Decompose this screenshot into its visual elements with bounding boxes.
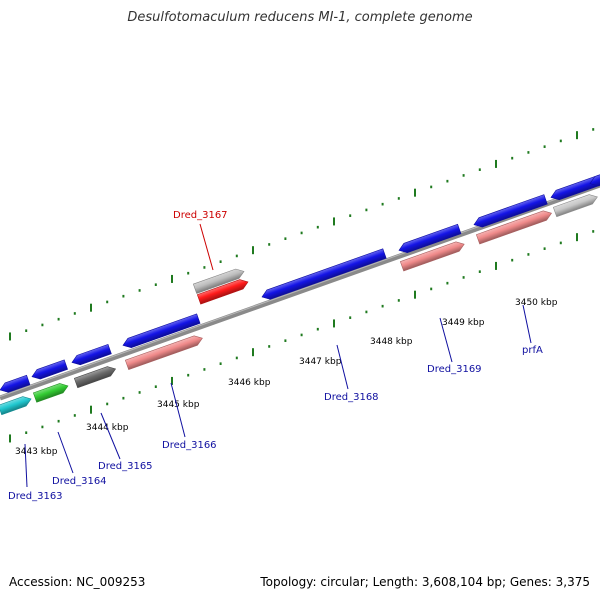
tick-ring-outer	[9, 128, 595, 341]
gene-leader-line	[170, 382, 186, 438]
forward-gene[interactable]	[121, 313, 201, 350]
ruler-label: 3448 kbp	[370, 337, 413, 347]
forward-strand-genes	[0, 171, 600, 394]
gene-label[interactable]: Dred_3166	[162, 440, 217, 451]
gene-label[interactable]: Dred_3167	[173, 210, 228, 221]
ruler-label: 3449 kbp	[442, 318, 485, 328]
map-title: Desulfotomaculum reducens MI-1, complete…	[127, 10, 473, 25]
forward-gene[interactable]	[196, 277, 249, 305]
forward-gene[interactable]	[588, 171, 600, 188]
gene-labels: Dred_3163 Dred_3164 Dred_3165 Dred_3166 Dred…	[8, 210, 543, 502]
gene-label[interactable]: Dred_3168	[324, 392, 379, 403]
forward-gene[interactable]	[70, 343, 112, 367]
forward-gene[interactable]	[472, 194, 548, 230]
reverse-gene[interactable]	[0, 394, 33, 416]
reverse-gene[interactable]	[32, 381, 69, 403]
forward-gene[interactable]	[192, 267, 245, 294]
accession-text: Accession: NC_009253	[9, 575, 146, 589]
ruler-label: 3445 kbp	[157, 400, 200, 410]
forward-gene[interactable]	[397, 223, 462, 255]
reverse-gene[interactable]	[399, 239, 466, 272]
reverse-strand-genes	[0, 192, 599, 416]
gene-leader-line	[199, 223, 214, 271]
reverse-gene[interactable]	[552, 192, 599, 218]
gene-leader-line	[24, 443, 28, 488]
genome-summary-text: Topology: circular; Length: 3,608,104 bp…	[260, 575, 590, 589]
gene-leader-line	[336, 344, 349, 390]
gene-leader-line	[100, 412, 121, 460]
gene-leaders	[24, 223, 532, 488]
gene-label[interactable]: Dred_3165	[98, 461, 153, 472]
gene-label[interactable]: Dred_3163	[8, 491, 63, 502]
gene-leader-line	[522, 304, 532, 344]
gene-label[interactable]: Dred_3164	[52, 476, 107, 487]
ruler-label: 3447 kbp	[299, 357, 342, 367]
gene-leader-line	[57, 431, 74, 474]
forward-gene[interactable]	[30, 359, 68, 381]
ruler-label: 3446 kbp	[228, 378, 271, 388]
gene-leader-line	[439, 317, 453, 363]
reverse-gene[interactable]	[475, 209, 553, 245]
forward-gene[interactable]	[260, 248, 387, 302]
reverse-gene[interactable]	[73, 364, 117, 389]
forward-gene[interactable]	[0, 374, 31, 394]
reverse-gene[interactable]	[124, 333, 204, 371]
ruler-label: 3450 kbp	[515, 298, 558, 308]
gene-label[interactable]: prfA	[522, 345, 543, 356]
gene-label[interactable]: Dred_3169	[427, 364, 482, 375]
ruler-label: 3443 kbp	[15, 447, 58, 457]
tick-ring-inner	[9, 230, 595, 443]
